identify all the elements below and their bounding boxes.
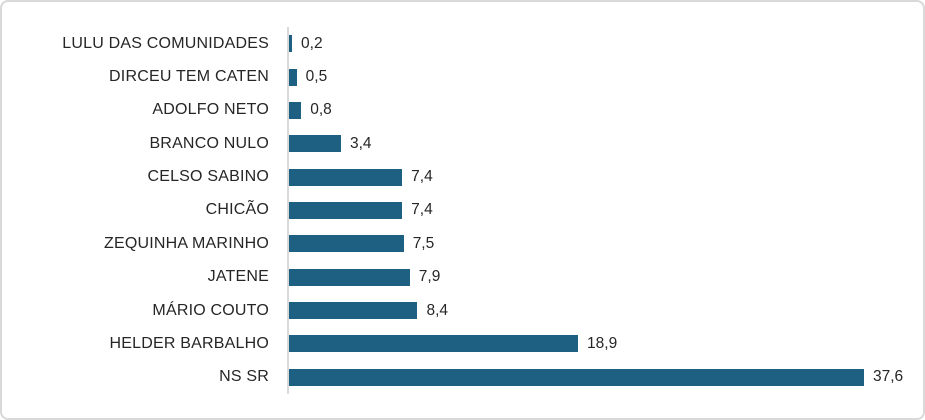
- chart-row: ZEQUINHA MARINHO 7,5: [2, 227, 923, 261]
- bar: [289, 35, 293, 53]
- chart-row: JATENE 7,9: [2, 260, 923, 294]
- category-label: NS SR: [219, 368, 269, 386]
- bar: [289, 302, 418, 320]
- value-label: 18,9: [587, 334, 618, 352]
- category-label: ADOLFO NETO: [152, 101, 269, 119]
- bar: [289, 335, 579, 353]
- category-label: JATENE: [207, 268, 269, 286]
- plot-cell: 18,9: [287, 327, 923, 361]
- category-label: BRANCO NULO: [149, 134, 269, 152]
- plot-cell: 7,5: [287, 227, 923, 261]
- value-label: 7,4: [411, 201, 433, 219]
- chart-row: NS SR 37,6: [2, 360, 923, 394]
- value-label: 7,4: [411, 168, 433, 186]
- category-label: DIRCEU TEM CATEN: [109, 68, 269, 86]
- bar: [289, 235, 404, 253]
- value-label: 7,9: [418, 268, 441, 286]
- value-label: 0,5: [305, 68, 328, 86]
- category-label: CHICÃO: [205, 201, 269, 219]
- category-label: ZEQUINHA MARINHO: [104, 234, 269, 252]
- category-label: LULU DAS COMUNIDADES: [62, 34, 269, 52]
- plot-cell: 0,5: [287, 60, 923, 94]
- plot-cell: 7,9: [287, 260, 923, 294]
- value-label: 37,6: [873, 368, 904, 386]
- chart-row: MÁRIO COUTO 8,4: [2, 293, 923, 328]
- plot-cell: 0,8: [287, 93, 923, 128]
- value-label: 3,4: [349, 134, 372, 152]
- chart-rows: LULU DAS COMUNIDADES 0,2 DIRCEU TEM CATEN 0…: [2, 27, 923, 394]
- value-label: 8,4: [426, 301, 449, 319]
- chart-row: CELSO SABINO 7,4: [2, 160, 923, 194]
- plot-cell: 3,4: [287, 127, 923, 161]
- category-label: HELDER BARBALHO: [109, 334, 269, 352]
- chart-row: LULU DAS COMUNIDADES 0,2: [2, 27, 923, 61]
- chart-row: CHICÃO 7,4: [2, 193, 923, 228]
- bar: [289, 68, 297, 86]
- chart-row: ADOLFO NETO 0,8: [2, 93, 923, 128]
- plot-cell: 37,6: [287, 360, 923, 394]
- category-label: MÁRIO COUTO: [152, 301, 269, 319]
- bar: [289, 168, 403, 186]
- bar: [289, 368, 864, 386]
- value-label: 7,5: [412, 234, 435, 252]
- chart-row: DIRCEU TEM CATEN 0,5: [2, 60, 923, 94]
- bar: [289, 201, 403, 219]
- bar: [289, 101, 302, 119]
- value-label: 0,8: [310, 101, 332, 119]
- plot-cell: 7,4: [287, 193, 923, 228]
- bar: [289, 135, 341, 153]
- category-label: CELSO SABINO: [147, 168, 269, 186]
- plot-cell: 0,2: [287, 27, 923, 61]
- chart-row: BRANCO NULO 3,4: [2, 127, 923, 161]
- chart-row: HELDER BARBALHO 18,9: [2, 327, 923, 361]
- plot-cell: 8,4: [287, 293, 923, 328]
- value-label: 0,2: [301, 34, 323, 52]
- bar: [289, 268, 410, 286]
- plot-cell: 7,4: [287, 160, 923, 194]
